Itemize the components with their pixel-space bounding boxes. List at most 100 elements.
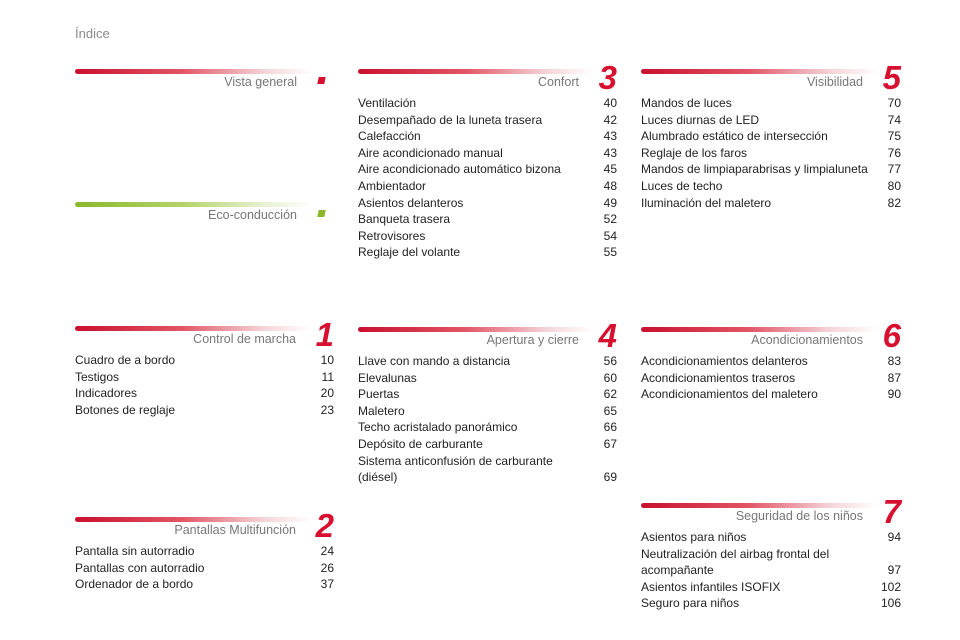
toc-entry[interactable]: Neutralización del airbag frontal del ac… [641,546,901,579]
section-title[interactable]: Control de marcha [193,332,296,346]
toc-entry[interactable]: Acondicionamientos traseros 87 [641,370,901,387]
section-title[interactable]: Pantallas Multifunción [174,523,296,537]
entry-list: Asientos para niños 94 Neutralización del … [641,529,901,612]
entry-page-number: 102 [880,579,901,594]
toc-entry[interactable]: Asientos para niños 94 [641,529,901,546]
section-header: Vista general [75,63,335,97]
entry-label: Luces diurnas de LED [641,112,760,127]
entry-page-number: 74 [887,112,901,127]
entry-label: Techo acristalado panorámico [358,420,518,435]
section-title[interactable]: Apertura y cierre [486,333,579,347]
entry-page-number: 62 [603,387,617,402]
toc-entry[interactable]: Retrovisores 54 [358,228,617,245]
toc-entry[interactable]: Ambientador 48 [358,178,617,195]
section-title[interactable]: Seguridad de los niños [735,509,863,523]
entry-page-number: 76 [887,145,901,160]
entry-label: Testigos [75,369,120,384]
section-title[interactable]: Eco-conducción [208,208,297,222]
page-header: Índice [75,26,110,41]
toc-entry[interactable]: Cuadro de a bordo 10 [75,352,334,369]
toc-entry[interactable]: Depósito de carburante 67 [358,436,617,453]
toc-entry[interactable]: Banqueta trasera 52 [358,211,617,228]
entry-page-number: 37 [320,577,334,592]
entry-page-number: 26 [320,560,334,575]
entry-label: Pantallas con autorradio [75,560,205,575]
toc-entry[interactable]: Luces de techo 80 [641,178,901,195]
entry-label: Sistema anticonfusión de carburante (dié… [358,453,553,485]
toc-entry[interactable]: Indicadores 20 [75,385,334,402]
toc-entry[interactable]: Testigos 11 [75,369,334,386]
entry-list: Pantalla sin autorradio 24 Pantallas con a… [75,543,334,593]
toc-entry[interactable]: Elevalunas 60 [358,370,617,387]
section-title[interactable]: Acondicionamientos [751,333,863,347]
entry-list: Llave con mando a distancia 56 Elevalunas 6… [358,353,617,486]
toc-entry[interactable]: Asientos delanteros 49 [358,195,617,212]
section-marker-icon [317,77,326,84]
section-bar [75,326,312,331]
entry-label: Calefacción [358,129,421,144]
entry-label: Asientos para niños [641,530,747,544]
entry-page-number: 56 [603,354,617,368]
toc-entry[interactable]: Reglaje del volante 55 [358,244,617,261]
entry-page-number: 45 [603,162,617,177]
toc-entry[interactable]: Aire acondicionado automático bizona 45 [358,161,617,178]
toc-entry[interactable]: Acondicionamientos del maletero 90 [641,386,901,403]
toc-entry[interactable]: Maletero 65 [358,403,617,420]
toc-entry[interactable]: Botones de reglaje 23 [75,402,334,419]
entry-label: Pantalla sin autorradio [75,544,195,558]
section-header: Confort 3 [358,59,617,97]
section-header: Eco-conducción [75,196,335,230]
section-confort: Confort 3 Ventilación 40 Desempañado de la… [358,59,617,261]
entry-page-number: 80 [887,178,901,193]
toc-entry[interactable]: Puertas 62 [358,386,617,403]
entry-label: Iluminación del maletero [641,195,772,210]
toc-entry[interactable]: Reglaje de los faros 76 [641,145,901,162]
entry-label: Luces de techo [641,178,723,193]
toc-entry[interactable]: Iluminación del maletero 82 [641,195,901,212]
entry-label: Ordenador de a bordo [75,577,194,592]
toc-entry[interactable]: Pantallas con autorradio 26 [75,560,334,577]
toc-entry[interactable]: Seguro para niños 106 [641,595,901,612]
entry-page-number: 90 [887,387,901,402]
entry-label: Banqueta trasera [358,212,451,227]
section-bar [641,69,879,74]
entry-list: Cuadro de a bordo 10 Testigos 11 Indicadores… [75,352,334,418]
toc-entry[interactable]: Ordenador de a bordo 37 [75,576,334,593]
toc-entry[interactable]: Acondicionamientos delanteros 83 [641,353,901,370]
section-header: Seguridad de los niños 7 [641,495,901,531]
toc-entry[interactable]: Pantalla sin autorradio 24 [75,543,334,560]
section-title[interactable]: Confort [538,75,579,89]
entry-page-number: 43 [603,145,617,160]
section-vista-general: Vista general [75,63,335,97]
toc-entry[interactable]: Mandos de luces 70 [641,95,901,112]
section-bar [641,503,879,508]
section-title[interactable]: Visibilidad [806,75,863,89]
toc-entry[interactable]: Llave con mando a distancia 56 [358,353,617,370]
entry-page-number: 65 [603,403,617,418]
toc-entry[interactable]: Techo acristalado panorámico 66 [358,419,617,436]
toc-entry[interactable]: Calefacción 43 [358,128,617,145]
section-title[interactable]: Vista general [224,75,297,89]
entry-page-number: 54 [603,228,617,243]
toc-entry[interactable]: Sistema anticonfusión de carburante (dié… [358,453,617,486]
section-number: 4 [598,317,617,354]
entry-label: Elevalunas [358,370,417,385]
entry-label: Ambientador [358,178,427,193]
toc-entry[interactable]: Luces diurnas de LED 74 [641,112,901,129]
entry-page-number: 24 [320,544,334,558]
toc-entry[interactable]: Asientos infantiles ISOFIX 102 [641,579,901,596]
entry-page-number: 55 [603,245,617,260]
entry-label: Asientos delanteros [358,195,464,210]
entry-page-number: 20 [320,386,334,401]
section-number: 3 [598,59,617,96]
toc-entry[interactable]: Alumbrado estático de intersección 75 [641,128,901,145]
entry-label: Botones de reglaje [75,402,176,417]
toc-entry[interactable]: Ventilación 40 [358,95,617,112]
entry-label: Reglaje de los faros [641,145,748,160]
entry-page-number: 82 [887,195,901,210]
toc-entry[interactable]: Mandos de limpiaparabrisas y limpialunet… [641,161,901,178]
toc-entry[interactable]: Aire acondicionado manual 43 [358,145,617,162]
entry-label: Mandos de luces [641,96,732,110]
entry-label: Cuadro de a bordo [75,353,176,367]
toc-entry[interactable]: Desempañado de la luneta trasera 42 [358,112,617,129]
